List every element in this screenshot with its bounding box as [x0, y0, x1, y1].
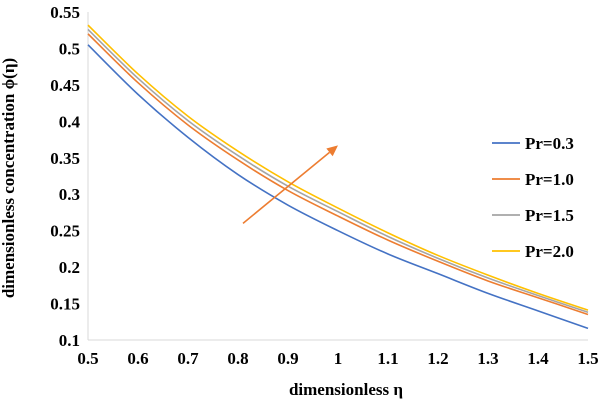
- legend-label: Pr=1.5: [525, 206, 574, 225]
- y-tick-label: 0.45: [50, 76, 80, 95]
- legend-item: Pr=2.0: [492, 242, 574, 261]
- series-line-pr-0-3: [87, 44, 589, 330]
- x-tick-labels: 0.5 0.6 0.7 0.8 0.9 1 1.1 1.2 1.3 1.4 1.5: [77, 349, 598, 368]
- legend-label: Pr=1.0: [525, 170, 574, 189]
- series-line-pr-2-0: [87, 24, 589, 311]
- x-axis-title: dimensionless η: [289, 380, 403, 399]
- legend-item: Pr=0.3: [492, 134, 574, 153]
- y-tick-label: 0.2: [59, 258, 80, 277]
- y-tick-label: 0.25: [50, 222, 80, 241]
- legend-label: Pr=0.3: [525, 134, 574, 153]
- x-tick-label: 1.1: [377, 349, 398, 368]
- arrow-head: [326, 145, 338, 157]
- y-tick-label: 0.1: [59, 331, 80, 350]
- arrow-shaft: [242, 151, 331, 224]
- x-tick-label: 1.3: [477, 349, 498, 368]
- x-tick-label: 1.2: [427, 349, 448, 368]
- legend-label: Pr=2.0: [525, 242, 574, 261]
- y-tick-label: 0.5: [59, 39, 80, 58]
- x-tick-label: 1: [334, 349, 343, 368]
- legend: Pr=0.3 Pr=1.0 Pr=1.5 Pr=2.0: [492, 134, 574, 261]
- trend-arrow: [242, 145, 338, 224]
- plot-area: [87, 12, 589, 341]
- x-tick-label: 0.7: [177, 349, 199, 368]
- x-tick-label: 0.8: [227, 349, 248, 368]
- y-tick-label: 0.55: [50, 3, 80, 22]
- legend-item: Pr=1.0: [492, 170, 574, 189]
- y-axis-title: dimensionless concentration ϕ(η): [0, 58, 18, 298]
- series-lines: [87, 24, 589, 330]
- y-tick-label: 0.35: [50, 149, 80, 168]
- y-tick-label: 0.4: [59, 112, 81, 131]
- legend-item: Pr=1.5: [492, 206, 574, 225]
- x-tick-label: 0.6: [127, 349, 148, 368]
- x-tick-label: 0.9: [277, 349, 298, 368]
- series-line-pr-1-0: [87, 33, 589, 316]
- x-tick-label: 0.5: [77, 349, 98, 368]
- y-tick-label: 0.15: [50, 295, 80, 314]
- series-line-pr-1-5: [87, 28, 589, 314]
- x-tick-label: 1.5: [577, 349, 598, 368]
- x-tick-label: 1.4: [527, 349, 549, 368]
- y-tick-label: 0.3: [59, 185, 80, 204]
- y-tick-labels: 0.1 0.15 0.2 0.25 0.3 0.35 0.4 0.45 0.5 0.55: [50, 3, 80, 350]
